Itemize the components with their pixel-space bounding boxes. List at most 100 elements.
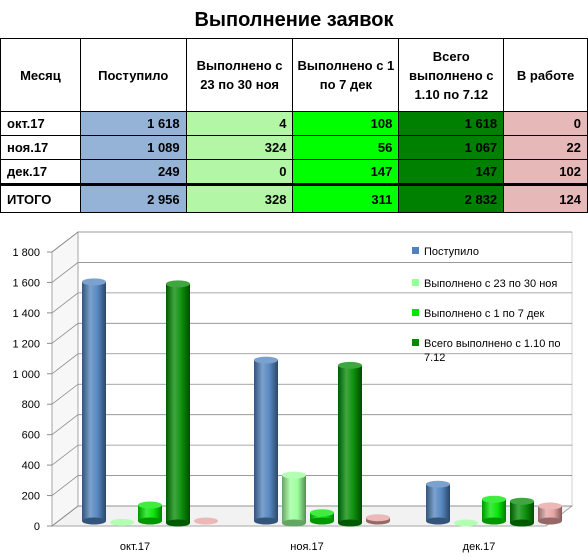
y-gridline	[51, 414, 572, 435]
cell-done-total: 147	[398, 159, 505, 185]
legend-swatch	[412, 339, 419, 346]
cell-received: 249	[79, 159, 187, 185]
y-tick-label: 800	[22, 399, 40, 411]
cell-month: ноя.17	[0, 135, 81, 160]
cell-total-received: 2 956	[79, 183, 187, 213]
y-tick-label: 1 800	[12, 247, 40, 259]
cell-done-total: 1 067	[398, 135, 505, 160]
cell-total-done-nov: 328	[185, 183, 294, 213]
cell-total-done-total: 2 832	[398, 183, 505, 213]
bar-top	[510, 497, 534, 505]
bar-base	[538, 517, 562, 525]
legend-label: Выполнено с 1 по 7 дек	[424, 308, 545, 320]
bar-base	[426, 517, 450, 525]
chart-bar	[254, 356, 278, 525]
bar-base	[482, 517, 506, 525]
bar-top	[366, 514, 390, 522]
y-gridline	[51, 322, 572, 344]
cell-total-in-work: 124	[503, 183, 588, 213]
legend-label: 7.12	[424, 352, 445, 364]
bar-top	[454, 519, 478, 527]
legend-label: Поступило	[424, 246, 479, 258]
table-row: окт.17 1 618 4 108 1 618 0	[0, 111, 588, 136]
bar-top	[338, 361, 362, 369]
chart-bar	[426, 480, 450, 525]
cell-done-total: 1 618	[398, 111, 505, 136]
bar-body	[426, 484, 450, 521]
bar-top	[282, 471, 306, 479]
cell-done-dec: 108	[292, 111, 400, 136]
bar-base	[338, 519, 362, 527]
legend-label: Выполнено с 23 по 30 ноя	[424, 278, 557, 290]
bar-base	[166, 519, 190, 527]
bar-top	[538, 502, 562, 510]
header-done-total: Всего выполнено с 1.10 по 7.12	[398, 38, 505, 112]
bar-top	[310, 509, 334, 517]
y-gridline	[51, 353, 572, 375]
cell-month: дек.17	[0, 159, 81, 185]
bar-body	[138, 505, 162, 521]
requests-chart: 0 200 400 600 800 1 000 1 200 1 400 1 600 1 800 ок…	[12, 230, 574, 553]
cell-in-work: 102	[503, 159, 588, 185]
y-tick-label: 1 000	[12, 369, 40, 381]
y-gridline	[51, 444, 572, 466]
chart-bar	[166, 280, 190, 527]
bar-body	[166, 283, 190, 523]
table-row: ноя.17 1 089 324 56 1 067 22	[0, 135, 588, 160]
chart-bar	[310, 509, 334, 525]
chart-bar	[510, 497, 534, 527]
chart-bar	[366, 514, 390, 525]
header-month: Месяц	[0, 38, 81, 112]
bar-base	[510, 519, 534, 527]
table-total-row: ИТОГО 2 956 328 311 2 832 124	[0, 183, 588, 213]
cell-done-dec: 56	[292, 135, 400, 160]
bar-body	[510, 501, 534, 523]
chart-bar	[482, 495, 506, 525]
report-title: Выполнение заявок	[194, 9, 394, 31]
x-tick-label: ноя.17	[290, 541, 323, 553]
bar-top	[194, 517, 218, 525]
bar-body	[310, 512, 334, 521]
chart-bar	[110, 518, 134, 526]
y-tick-label: 1 200	[12, 338, 40, 350]
cell-total-label: ИТОГО	[0, 183, 81, 213]
bar-base	[282, 519, 306, 527]
y-tick-label: 600	[22, 430, 40, 442]
x-tick-label: дек.17	[463, 541, 496, 553]
header-done-dec: Выполнено с 1 по 7 дек	[292, 38, 400, 112]
y-gridline	[51, 292, 572, 314]
y-gridline	[51, 505, 572, 527]
cell-done-nov: 324	[185, 135, 294, 160]
bar-body	[254, 360, 278, 521]
legend-swatch	[412, 309, 419, 316]
bar-body	[82, 281, 106, 521]
requests-table: Месяц Поступило Выполнено с 23 по 30 ноя…	[0, 38, 588, 213]
bar-top	[166, 280, 190, 288]
bar-base	[254, 517, 278, 525]
bar-base	[310, 517, 334, 525]
bar-top	[426, 480, 450, 488]
bar-body	[482, 499, 506, 521]
bar-body	[282, 475, 306, 523]
header-done-nov: Выполнено с 23 по 30 ноя	[185, 38, 294, 112]
cell-done-nov: 0	[185, 159, 294, 185]
y-tick-label: 400	[22, 460, 40, 472]
y-tick-label: 0	[34, 521, 40, 533]
y-tick-label: 1 600	[12, 277, 40, 289]
cell-received: 1 089	[79, 135, 187, 160]
legend-swatch	[412, 247, 419, 254]
header-received: Поступило	[79, 38, 187, 112]
y-gridline	[51, 262, 572, 283]
legend-swatch	[412, 279, 419, 286]
bar-top	[138, 501, 162, 509]
y-tick-label: 200	[22, 491, 40, 503]
cell-month: окт.17	[0, 111, 81, 136]
bar-body	[538, 505, 562, 521]
chart-bar	[538, 502, 562, 525]
table-row: дек.17 249 0 147 147 102	[0, 159, 588, 185]
cell-total-done-dec: 311	[292, 183, 400, 213]
chart-bar	[282, 471, 306, 527]
chart-bar	[138, 501, 162, 525]
cell-in-work: 22	[503, 135, 588, 160]
header-in-work: В работе	[503, 38, 588, 112]
